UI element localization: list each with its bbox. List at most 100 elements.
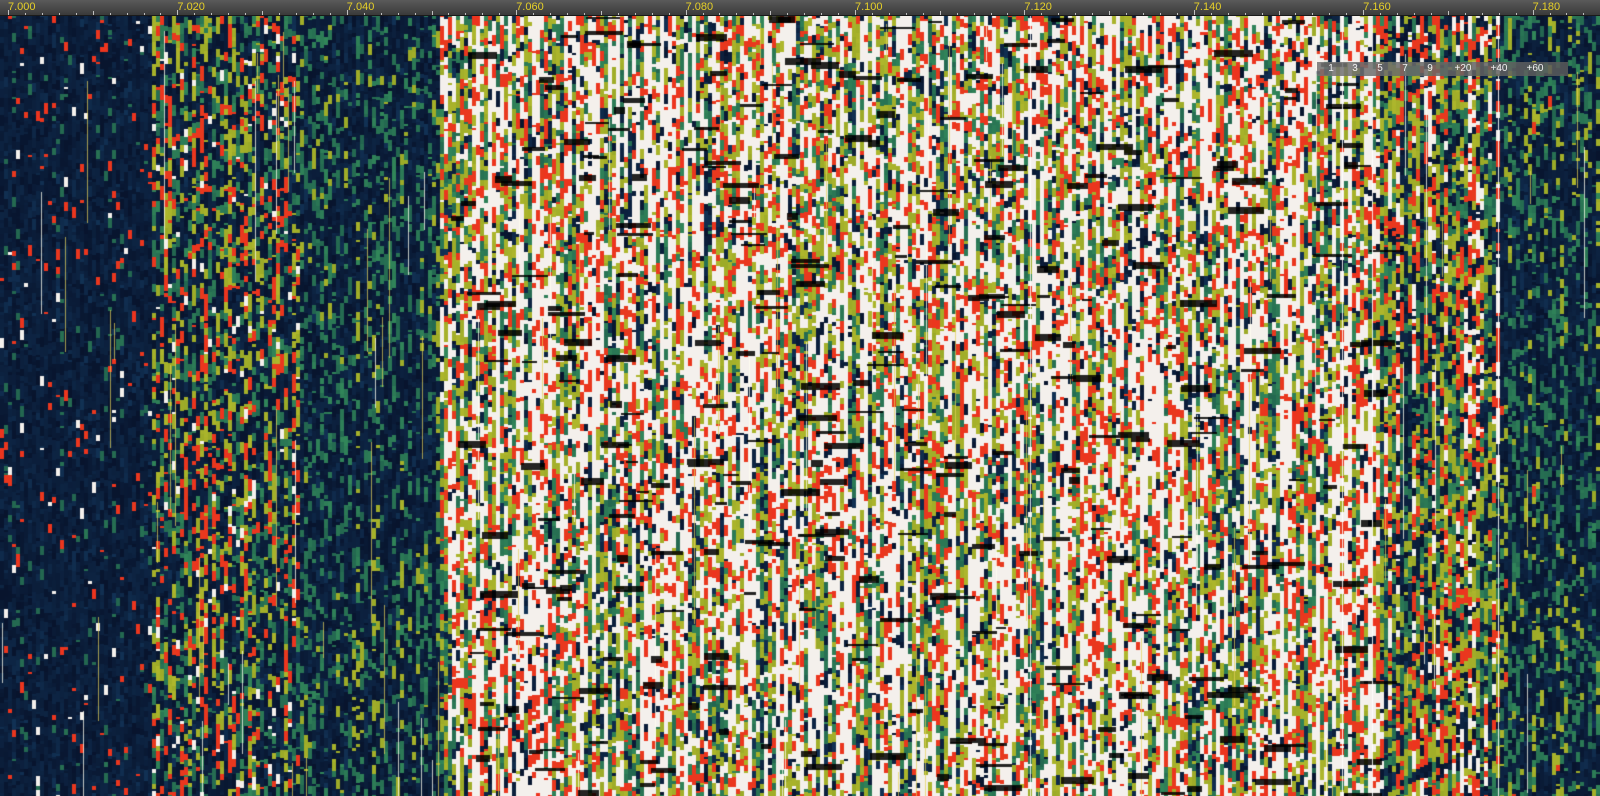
frequency-tick (1227, 13, 1229, 15)
frequency-tick (905, 13, 907, 15)
frequency-tick (279, 13, 281, 15)
frequency-label: 7.000 (8, 1, 36, 13)
frequency-tick (24, 13, 26, 15)
signal-level-label: 9 (1427, 63, 1433, 74)
frequency-tick (922, 13, 924, 15)
frequency-tick (668, 13, 670, 15)
frequency-tick (346, 10, 348, 15)
frequency-label: 7.060 (516, 1, 544, 13)
frequency-tick (1295, 13, 1297, 15)
frequency-tick (1549, 13, 1551, 15)
frequency-tick (194, 13, 196, 15)
frequency-tick (567, 13, 569, 15)
frequency-tick (262, 11, 264, 15)
frequency-tick (1058, 13, 1060, 15)
signal-level-label: +40 (1490, 63, 1508, 74)
frequency-tick (1176, 13, 1178, 15)
frequency-tick (58, 13, 60, 15)
frequency-tick (160, 13, 162, 15)
frequency-tick (770, 11, 772, 15)
frequency-tick (363, 13, 365, 15)
frequency-tick (821, 13, 823, 15)
waterfall-display[interactable] (0, 15, 1600, 796)
frequency-tick (1583, 13, 1585, 15)
frequency-tick (177, 10, 179, 15)
frequency-tick (888, 13, 890, 15)
frequency-tick (380, 13, 382, 15)
frequency-label: 7.040 (346, 1, 375, 13)
frequency-tick (1447, 11, 1449, 15)
frequency-tick (75, 13, 77, 15)
frequency-tick (109, 13, 111, 15)
frequency-tick (1109, 11, 1111, 15)
frequency-tick (1193, 10, 1195, 15)
signal-level-label: 7 (1402, 63, 1408, 74)
frequency-tick (600, 11, 602, 15)
frequency-tick (448, 13, 450, 15)
frequency-label: 7.120 (1024, 1, 1052, 13)
frequency-tick (1397, 13, 1399, 15)
frequency-tick (1498, 13, 1500, 15)
frequency-tick (41, 13, 43, 15)
frequency-tick (753, 13, 755, 15)
frequency-tick (329, 13, 331, 15)
frequency-tick (482, 13, 484, 15)
frequency-tick (736, 13, 738, 15)
signal-level-label: +20 (1454, 63, 1472, 74)
signal-level-label: 5 (1377, 63, 1383, 74)
frequency-tick (1532, 10, 1534, 15)
frequency-tick (533, 13, 535, 15)
frequency-tick (516, 10, 518, 15)
frequency-tick (1380, 13, 1382, 15)
frequency-label: 7.100 (855, 1, 883, 13)
frequency-label: 7.020 (177, 1, 205, 13)
frequency-tick (397, 13, 399, 15)
frequency-tick (990, 13, 992, 15)
frequency-tick (431, 11, 433, 15)
signal-level-label: 1 (1328, 63, 1334, 74)
frequency-tick (855, 10, 856, 15)
frequency-tick (702, 13, 704, 15)
frequency-tick (719, 13, 721, 15)
frequency-tick (1566, 13, 1568, 15)
signal-level-label: +60 (1526, 63, 1544, 74)
frequency-tick (1278, 11, 1280, 15)
frequency-tick (1261, 13, 1263, 15)
frequency-scale[interactable]: 7.000 7.020 7.040 7.060 7.080 7.100 7.120 7.140… (0, 0, 1600, 16)
frequency-tick (1041, 13, 1043, 15)
frequency-tick (1092, 13, 1094, 15)
frequency-tick (1007, 13, 1009, 15)
frequency-tick (8, 10, 9, 15)
frequency-tick (939, 11, 941, 15)
frequency-tick (245, 13, 247, 15)
frequency-tick (1075, 13, 1077, 15)
frequency-tick (871, 13, 873, 15)
frequency-tick (1363, 10, 1365, 15)
frequency-tick (1515, 13, 1517, 15)
frequency-tick (228, 13, 230, 15)
frequency-tick (550, 13, 552, 15)
signal-level-scale: 1 3 5 7 9 +20 +40 +60 (1317, 62, 1568, 76)
frequency-tick (1142, 13, 1144, 15)
frequency-label: 7.140 (1193, 1, 1222, 13)
frequency-tick (617, 13, 619, 15)
frequency-tick (1430, 13, 1432, 15)
frequency-tick (499, 13, 501, 15)
frequency-tick (1346, 13, 1348, 15)
frequency-label: 7.080 (685, 1, 714, 13)
frequency-tick (804, 13, 806, 15)
frequency-tick (956, 13, 958, 15)
frequency-tick (1414, 13, 1416, 15)
frequency-label: 7.160 (1363, 1, 1391, 13)
frequency-tick (1159, 13, 1161, 15)
frequency-tick (685, 10, 687, 15)
frequency-tick (1210, 13, 1212, 15)
frequency-tick (1024, 10, 1026, 15)
frequency-tick (651, 13, 653, 15)
frequency-tick (1329, 13, 1331, 15)
frequency-tick (1312, 13, 1314, 15)
frequency-tick (787, 13, 789, 15)
frequency-tick (465, 13, 467, 15)
frequency-tick (126, 13, 128, 15)
frequency-tick (583, 13, 585, 15)
